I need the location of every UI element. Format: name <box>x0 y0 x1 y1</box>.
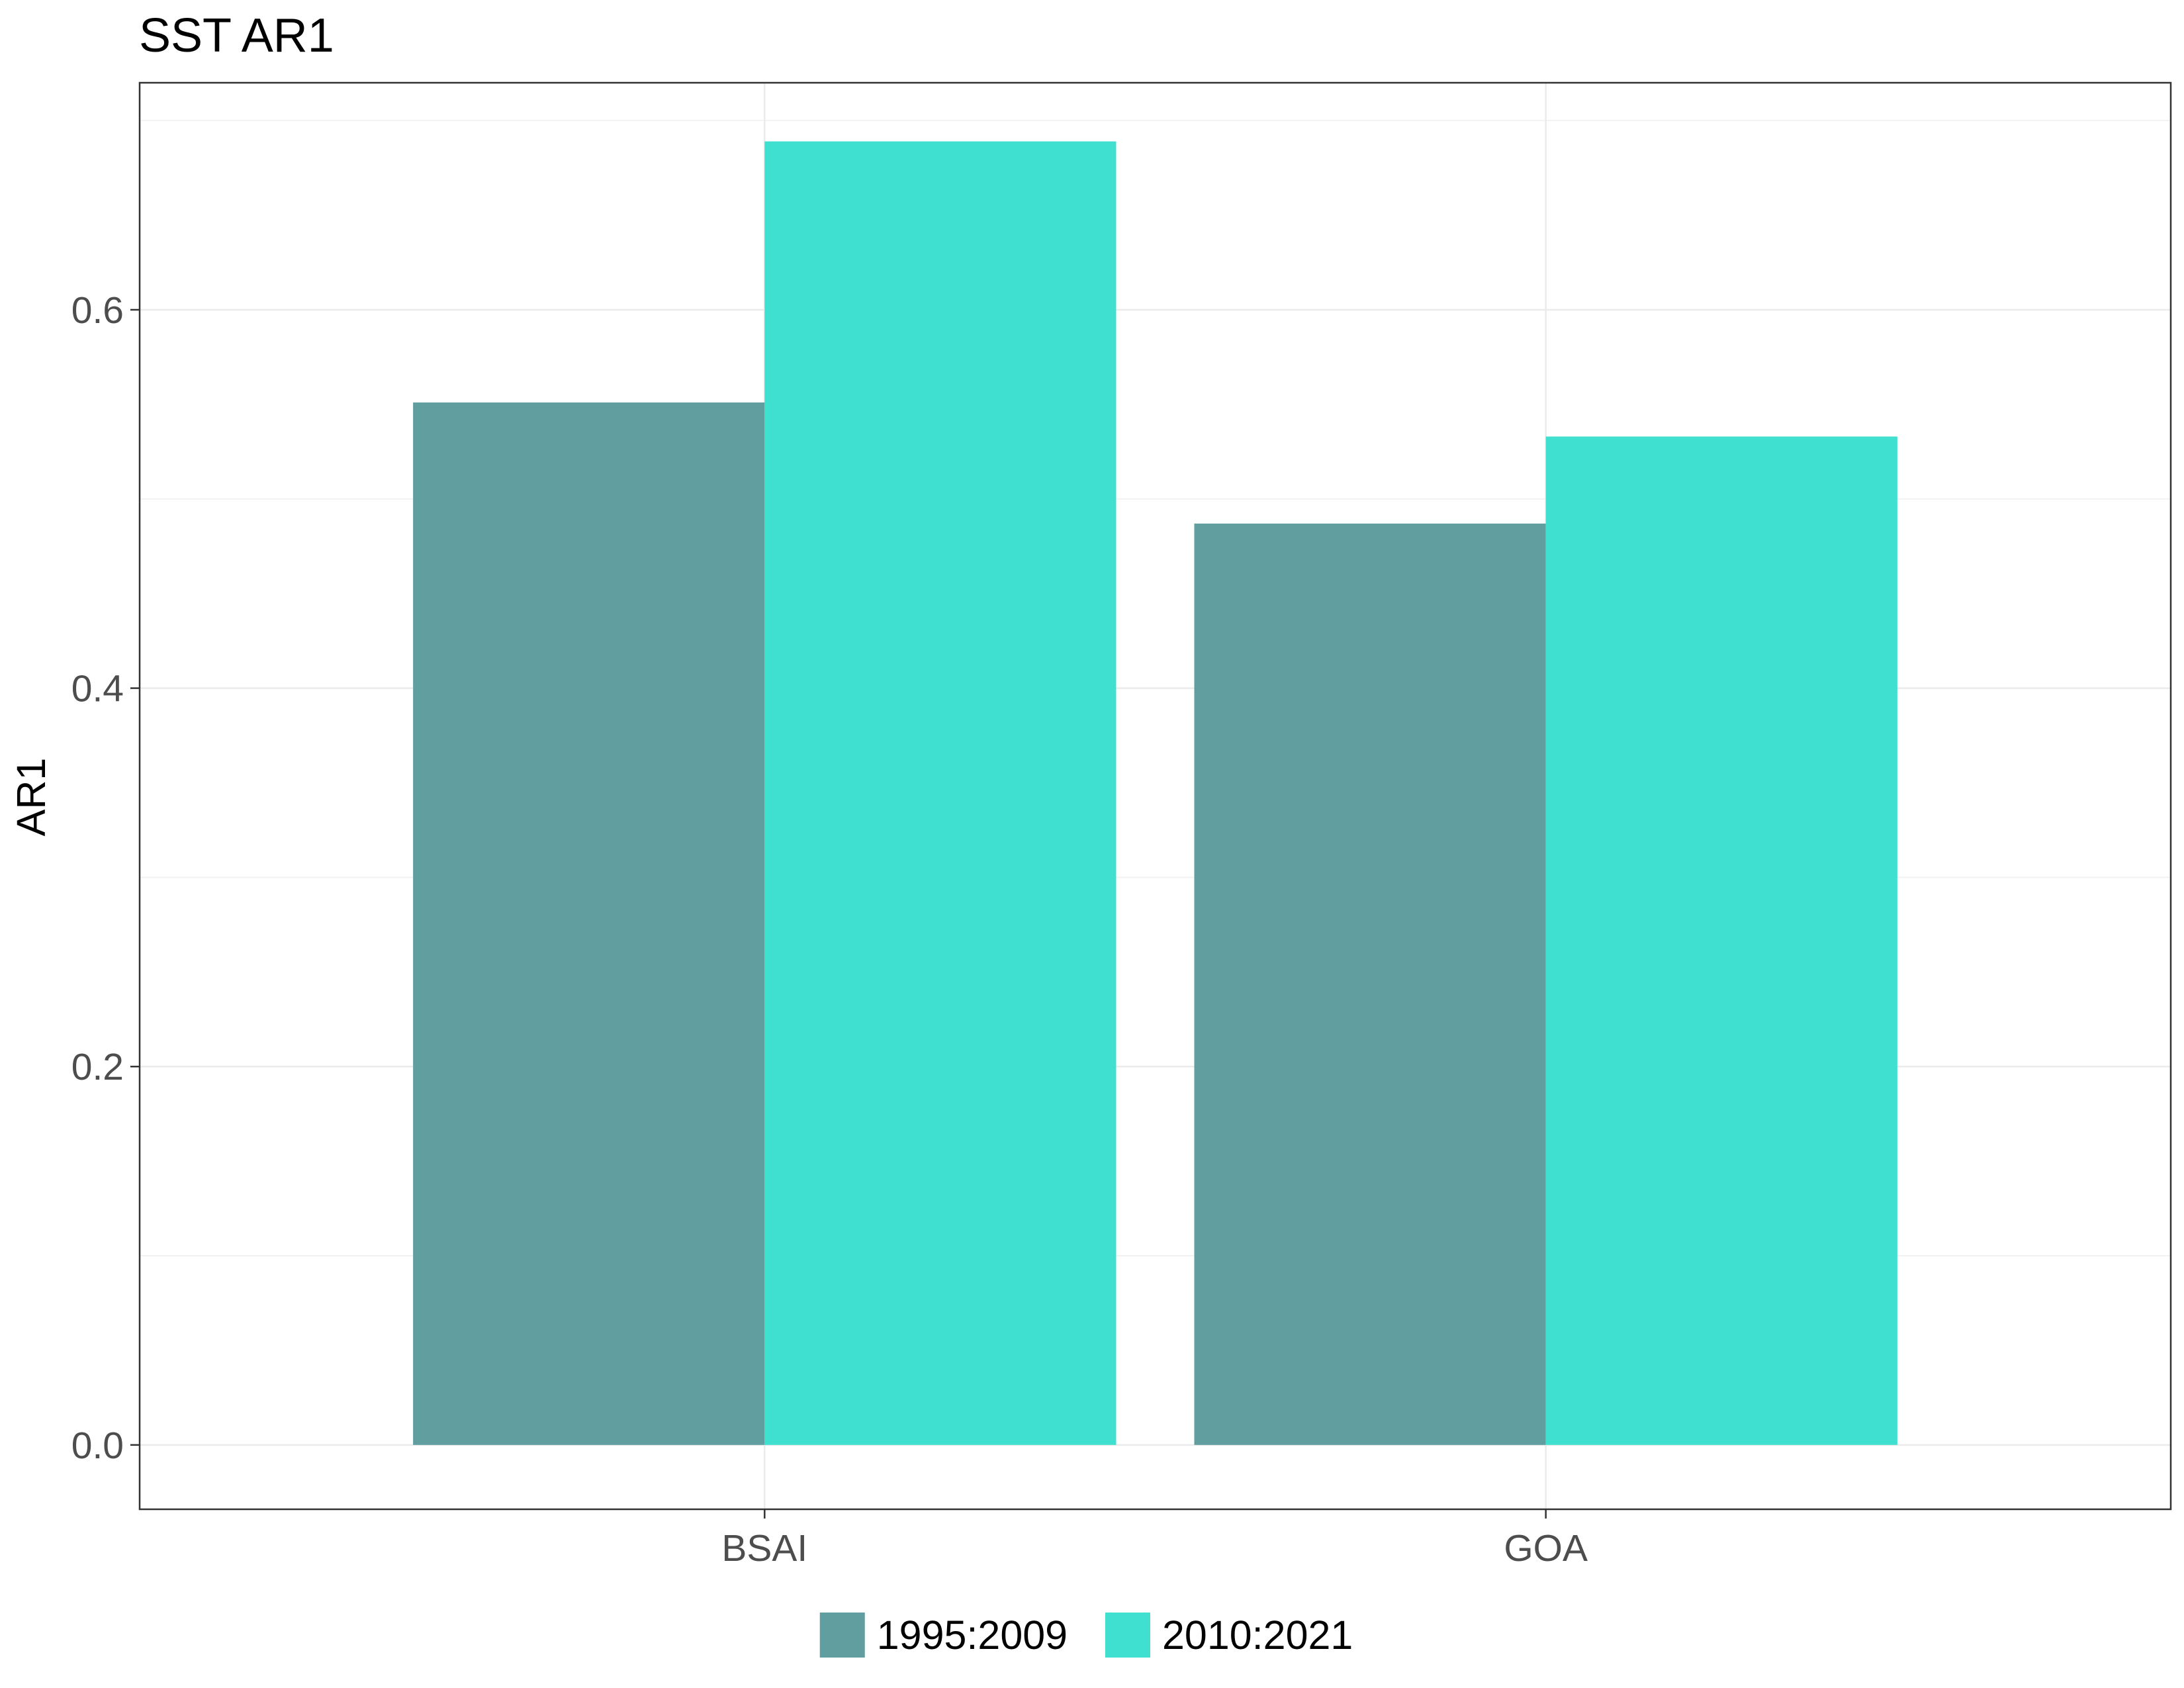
bar-bsai-1 <box>413 402 765 1445</box>
panel-border <box>138 81 2172 1511</box>
y-tick-label: 0.4 <box>71 668 124 710</box>
bar-bsai-2 <box>764 141 1116 1445</box>
y-tick-label: 0.2 <box>71 1046 124 1088</box>
legend: 1995:2009 2010:2021 <box>819 1613 1353 1658</box>
y-tick-label: 0.6 <box>71 289 124 332</box>
legend-key-2 <box>1105 1613 1150 1658</box>
x-axis: BSAI GOA <box>721 1509 1588 1570</box>
x-tick-label: BSAI <box>721 1527 807 1570</box>
y-tick-label: 0.0 <box>71 1425 124 1467</box>
bar-goa-2 <box>1545 436 1897 1445</box>
legend-label-1: 1995:2009 <box>877 1613 1068 1658</box>
plot-panel <box>138 81 2172 1511</box>
chart-title: SST AR1 <box>139 9 334 62</box>
legend-key-1 <box>819 1613 865 1658</box>
bars <box>413 141 1897 1445</box>
y-axis-title: AR1 <box>9 758 54 837</box>
legend-label-2: 2010:2021 <box>1162 1613 1353 1658</box>
y-axis: 0.0 0.2 0.4 0.6 <box>71 289 140 1467</box>
x-tick-label: GOA <box>1504 1527 1588 1570</box>
bar-goa-1 <box>1194 523 1546 1445</box>
